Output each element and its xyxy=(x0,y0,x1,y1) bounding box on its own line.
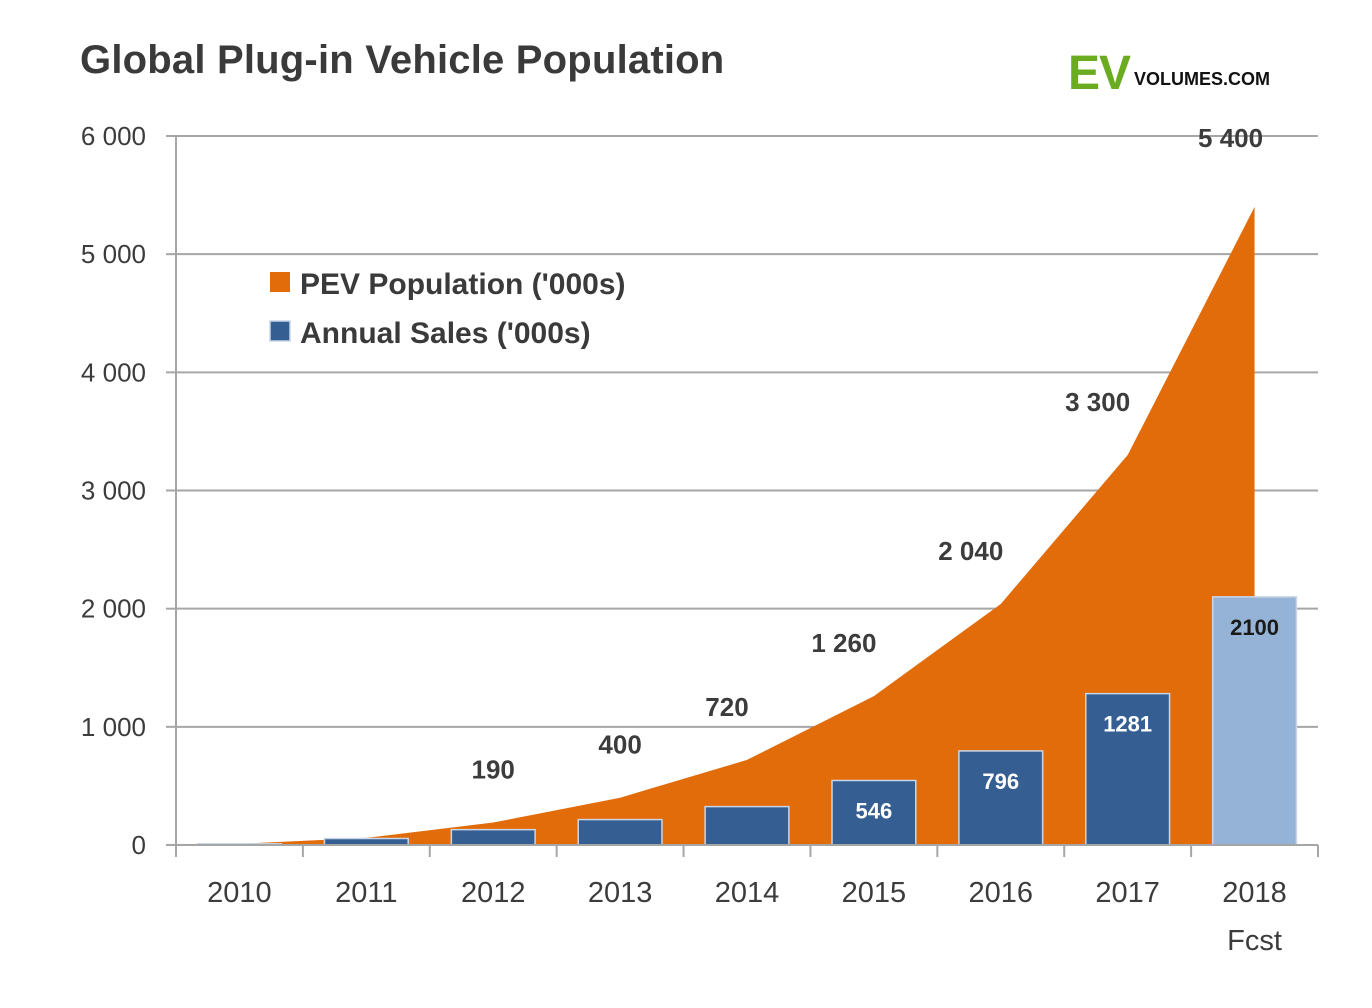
population-label: 5 400 xyxy=(1198,123,1263,153)
chart-title: Global Plug-in Vehicle Population xyxy=(80,38,725,82)
y-tick-label: 5 000 xyxy=(81,239,146,269)
legend-swatch-population xyxy=(270,272,290,292)
population-label: 3 300 xyxy=(1065,387,1130,417)
sales-bar-2017 xyxy=(1085,692,1171,846)
sales-label: 1281 xyxy=(1103,712,1152,737)
x-tick-label: 2013 xyxy=(588,877,653,909)
population-label: 1 260 xyxy=(811,628,876,658)
logo-ev-text: EV xyxy=(1068,47,1131,100)
x-tick-label: 2016 xyxy=(969,877,1034,909)
y-tick-label: 3 000 xyxy=(81,476,146,506)
y-tick-label: 1 000 xyxy=(81,712,146,742)
x-tick-label: 2010 xyxy=(207,877,272,909)
data-labels: 190 400 720 1 260 2 040 3 300 5 400 546 796 1281 2… xyxy=(472,123,1280,824)
sales-label: 546 xyxy=(856,798,893,823)
y-tick-label: 0 xyxy=(132,830,146,860)
legend: PEV Population ('000s) Annual Sales ('00… xyxy=(269,268,626,350)
sales-bar-2012 xyxy=(450,828,536,846)
legend-label-sales: Annual Sales ('000s) xyxy=(300,317,591,350)
logo-volumes-text: VOLUMES.COM xyxy=(1134,69,1271,89)
x-tick-label: 2015 xyxy=(842,877,907,909)
population-label: 190 xyxy=(472,755,515,785)
sales-bar-2015 xyxy=(831,779,917,846)
y-tick-label: 2 000 xyxy=(81,594,146,624)
sales-label: 2100 xyxy=(1230,615,1279,640)
population-area xyxy=(176,206,1255,845)
sales-bar-2014 xyxy=(704,805,790,846)
x-tick-label: 2014 xyxy=(715,877,780,909)
x-tick-sublabel: Fcst xyxy=(1227,925,1282,957)
evvolumes-logo: EV VOLUMES.COM xyxy=(1068,46,1270,101)
x-tick-label: 2018 xyxy=(1222,877,1287,909)
y-tick-label: 4 000 xyxy=(81,357,146,387)
sales-bar-2018 xyxy=(1211,596,1298,846)
x-tick-label: 2012 xyxy=(461,877,526,909)
population-label: 2 040 xyxy=(938,536,1003,566)
population-area-layer xyxy=(176,206,1255,845)
legend-swatch-sales xyxy=(269,320,291,342)
legend-label-population: PEV Population ('000s) xyxy=(300,268,626,301)
sales-bar-2016 xyxy=(958,750,1044,846)
population-label: 720 xyxy=(705,692,748,722)
axes: 0 1 000 2 000 3 000 4 000 5 000 6 000 2010 2011 2… xyxy=(81,121,1319,957)
y-tick-label: 6 000 xyxy=(81,121,146,151)
x-tick-label: 2011 xyxy=(335,877,397,909)
sales-label: 796 xyxy=(982,769,1019,794)
sales-bar-2013 xyxy=(577,818,663,846)
sales-bars-layer xyxy=(196,596,1298,846)
population-label: 400 xyxy=(598,730,641,760)
x-tick-label: 2017 xyxy=(1095,877,1160,909)
